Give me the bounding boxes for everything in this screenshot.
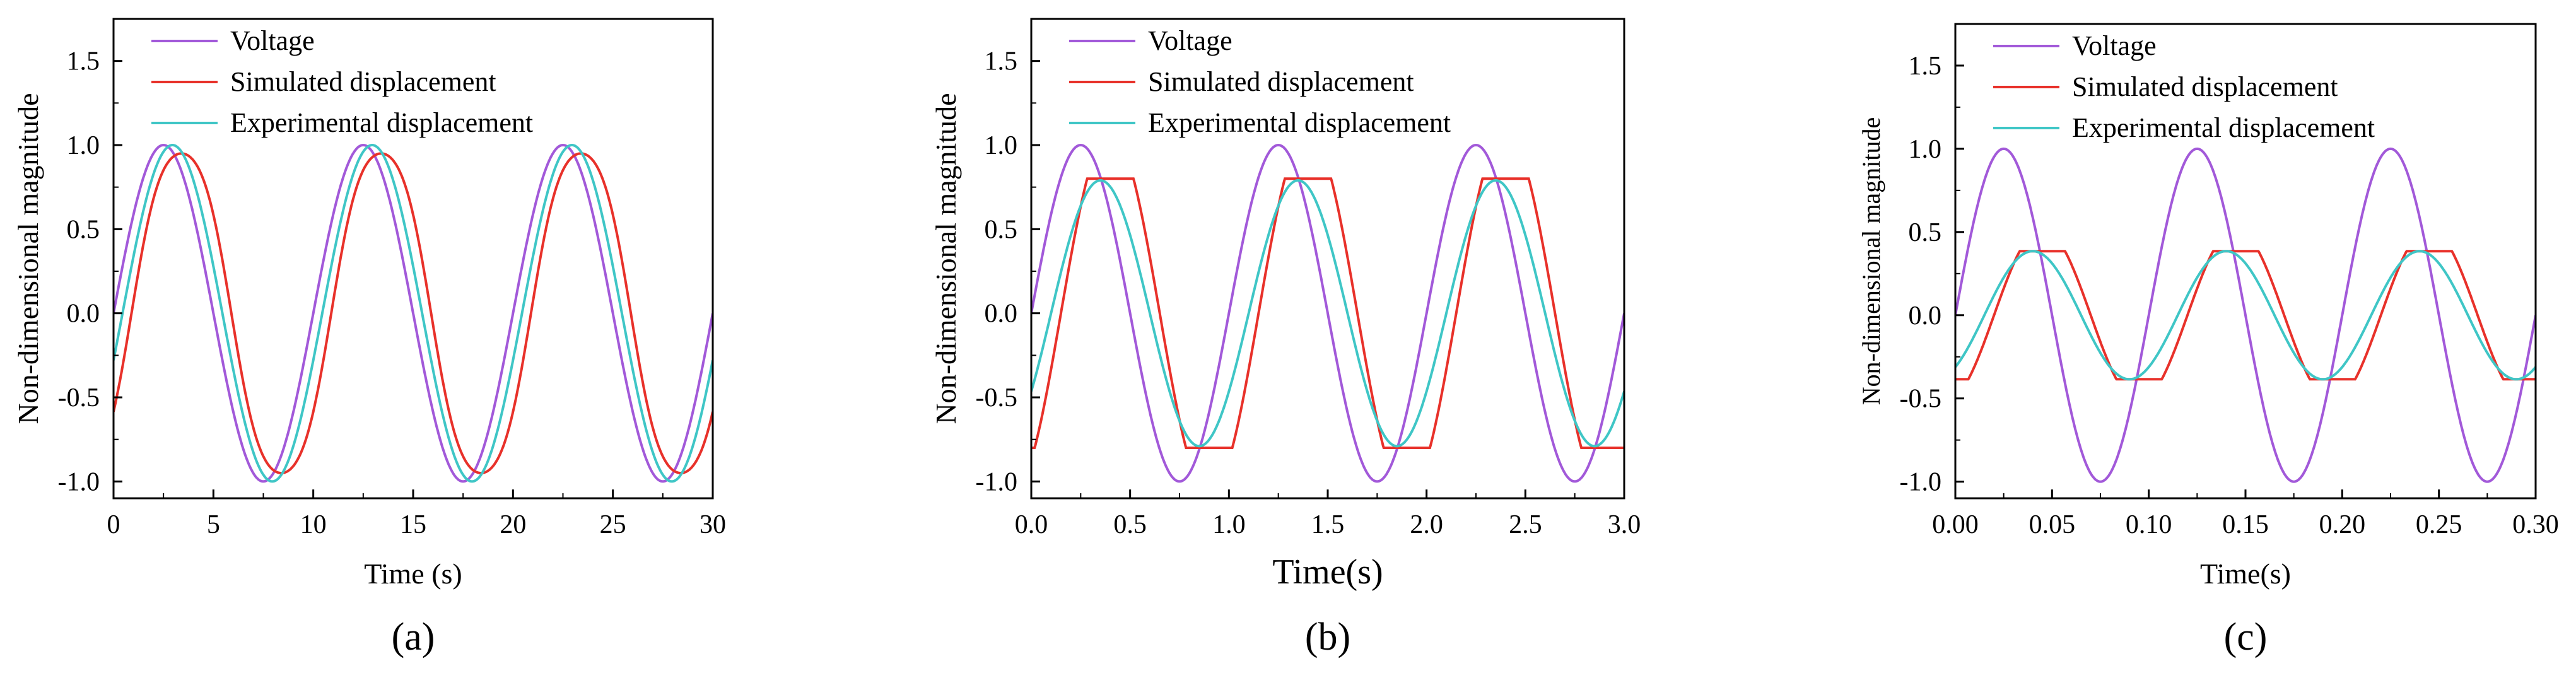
y-axis-label: Non-dimensional magnitude bbox=[930, 93, 962, 424]
y-axis-label: Non-dimensional magnitude bbox=[12, 93, 44, 424]
y-tick-label: 0.0 bbox=[1909, 301, 1942, 331]
y-tick-label: -0.5 bbox=[976, 383, 1018, 413]
y-tick-label: 0.5 bbox=[985, 215, 1018, 244]
series-line-voltage bbox=[1955, 147, 2536, 483]
x-axis-label: Time(s) bbox=[2200, 558, 2291, 590]
panel-b: 0.0 0.5 1.0 1.5 2.0 2.5 3.0 -1.0 -0.5 0.0 0.5 1.0 1.… bbox=[930, 18, 1641, 658]
y-tick-label: 0.5 bbox=[67, 215, 100, 244]
series-line-simulated-displacement bbox=[114, 152, 713, 474]
y-tick-label: -1.0 bbox=[1900, 468, 1942, 497]
legend-label: Simulated displacement bbox=[2072, 71, 2338, 102]
x-tick-label: 0.10 bbox=[2126, 510, 2172, 539]
legend-label: Experimental displacement bbox=[1148, 107, 1451, 138]
legend-label: Simulated displacement bbox=[230, 66, 496, 97]
x-tick-label: 25 bbox=[600, 510, 626, 539]
x-tick-label: 0.20 bbox=[2319, 510, 2366, 539]
panel-label: (a) bbox=[392, 616, 435, 658]
series-lines bbox=[1955, 147, 2536, 483]
y-tick-label: -1.0 bbox=[58, 467, 100, 496]
y-tick-label: -0.5 bbox=[1900, 385, 1942, 414]
y-tick-label: 0.5 bbox=[1909, 218, 1942, 247]
legend: Voltage Simulated displacement Experimenta… bbox=[1993, 30, 2375, 143]
x-tick-label: 3.0 bbox=[1608, 510, 1641, 539]
x-tick-label: 2.5 bbox=[1509, 510, 1542, 539]
legend-label: Simulated displacement bbox=[1148, 66, 1414, 97]
x-tick-label: 20 bbox=[500, 510, 526, 539]
y-tick-label: 1.0 bbox=[67, 131, 100, 160]
panel-a: 0 5 10 15 20 25 30 -1.0 -0.5 0.0 0.5 1.0 1.5 Time (s)… bbox=[12, 18, 726, 658]
x-tick-label: 5 bbox=[207, 510, 220, 539]
y-axis-label: Non-dimensional magnitude bbox=[1857, 117, 1885, 406]
x-tick-label: 10 bbox=[300, 510, 327, 539]
y-tick-label: 0.0 bbox=[67, 300, 100, 329]
x-tick-label: 0.05 bbox=[2029, 510, 2076, 539]
y-tick-label: 1.5 bbox=[985, 47, 1018, 76]
legend: Voltage Simulated displacement Experimenta… bbox=[151, 25, 533, 138]
series-lines bbox=[1031, 143, 1624, 483]
legend-label: Voltage bbox=[2072, 30, 2157, 61]
y-tick-label: 1.0 bbox=[985, 131, 1018, 160]
legend-label: Voltage bbox=[1148, 25, 1232, 56]
series-line-voltage bbox=[114, 143, 713, 483]
y-tick-label: -1.0 bbox=[976, 467, 1018, 496]
x-tick-label: 0 bbox=[107, 510, 120, 539]
legend: Voltage Simulated displacement Experimenta… bbox=[1069, 25, 1451, 138]
x-tick-label: 0.25 bbox=[2416, 510, 2462, 539]
x-tick-label: 0.30 bbox=[2512, 510, 2559, 539]
x-tick-label: 15 bbox=[400, 510, 426, 539]
x-tick-label: 30 bbox=[700, 510, 726, 539]
series-line-experimental-displacement bbox=[114, 144, 713, 483]
y-tick-label: 1.5 bbox=[67, 47, 100, 76]
panel-label: (b) bbox=[1305, 616, 1350, 658]
y-tick-label: -0.5 bbox=[58, 383, 100, 413]
series-line-voltage bbox=[1031, 143, 1624, 483]
y-tick-label: 1.5 bbox=[1909, 52, 1942, 81]
legend-label: Experimental displacement bbox=[230, 107, 533, 138]
x-tick-label: 1.5 bbox=[1311, 510, 1345, 539]
x-tick-label: 0.5 bbox=[1113, 510, 1147, 539]
x-tick-label: 1.0 bbox=[1212, 510, 1246, 539]
x-tick-label: 0.0 bbox=[1015, 510, 1048, 539]
series-line-simulated-displacement bbox=[1031, 177, 1624, 449]
x-tick-label: 0.15 bbox=[2222, 510, 2269, 539]
panel-label: (c) bbox=[2224, 616, 2268, 658]
series-line-experimental-displacement bbox=[1955, 250, 2536, 381]
series-line-experimental-displacement bbox=[1031, 179, 1624, 448]
x-axis-label: Time(s) bbox=[1272, 553, 1383, 592]
x-tick-label: 0.00 bbox=[1932, 510, 1979, 539]
series-line-simulated-displacement bbox=[1955, 250, 2536, 381]
legend-label: Experimental displacement bbox=[2072, 112, 2375, 143]
legend-label: Voltage bbox=[230, 25, 315, 56]
panel-c: 0.00 0.05 0.10 0.15 0.20 0.25 0.30 -1.0 -0.5 0.0 0… bbox=[1857, 23, 2559, 658]
x-axis-label: Time (s) bbox=[364, 558, 462, 590]
y-tick-label: 1.0 bbox=[1909, 135, 1942, 164]
x-tick-label: 2.0 bbox=[1410, 510, 1443, 539]
y-tick-label: 0.0 bbox=[985, 300, 1018, 329]
series-lines bbox=[114, 143, 713, 483]
